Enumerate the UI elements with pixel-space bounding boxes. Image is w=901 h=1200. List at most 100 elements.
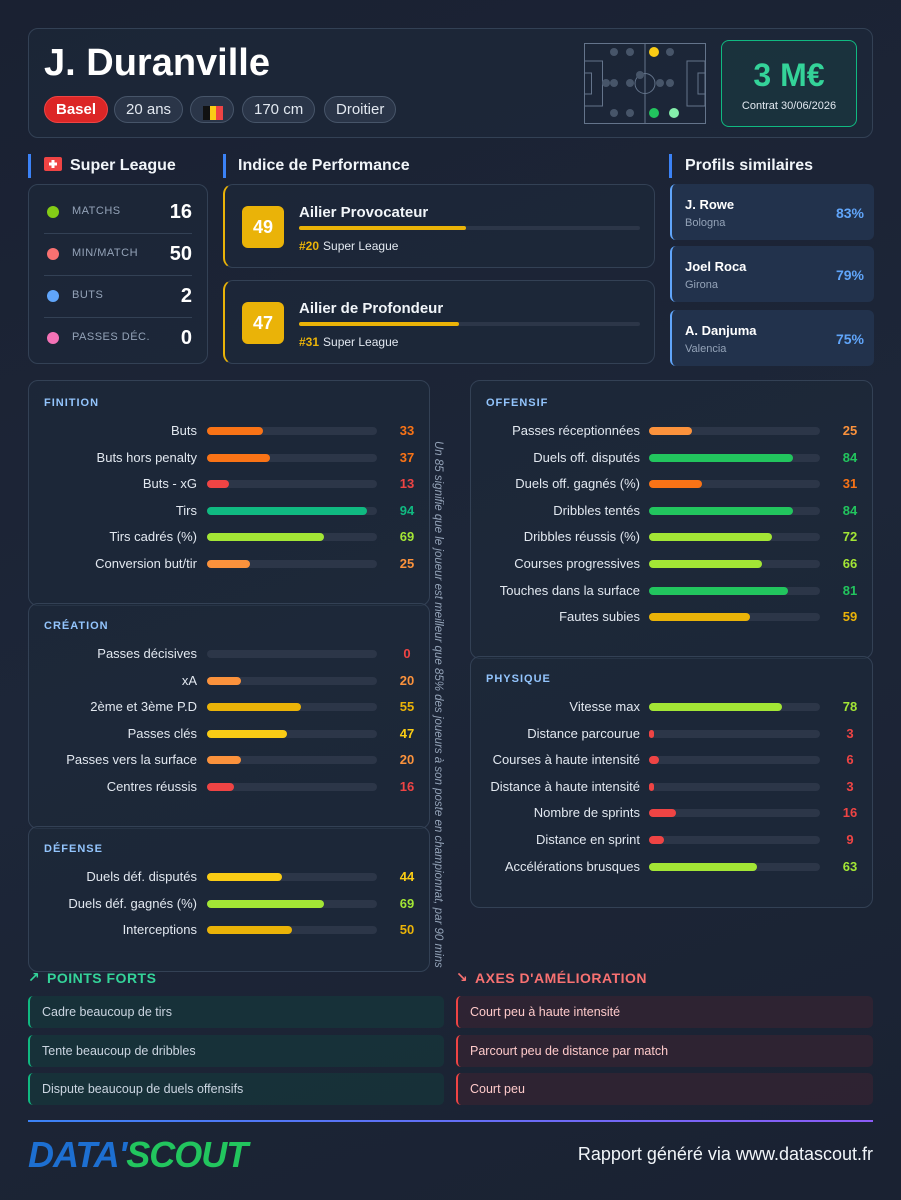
footer-divider — [28, 1120, 873, 1122]
item-text: Cadre beaucoup de tirs — [42, 1005, 172, 1019]
metric-value: 20 — [399, 672, 415, 688]
contract: Contrat 30/06/2026 — [741, 100, 837, 112]
metric-value: 33 — [399, 423, 415, 438]
role-league: Super League — [323, 239, 399, 253]
section-title: FINITION — [44, 397, 100, 409]
metric-label: Courses à haute intensité — [492, 752, 640, 768]
metric-bar — [207, 453, 270, 462]
metric-bar — [207, 783, 235, 791]
metric-label: Distance parcourue — [527, 725, 640, 741]
similar-name: J. Rowe — [685, 197, 735, 212]
metric-label: Passes décisives — [97, 646, 197, 661]
metric-track — [207, 676, 377, 685]
role-rank: #20 — [299, 239, 320, 253]
metric-label: Duels déf. gagnés (%) — [68, 895, 197, 911]
similar-card: Joel Roca Girona 79% — [670, 246, 874, 302]
metric-label: Touches dans la surface — [499, 582, 640, 598]
metric-track — [649, 480, 820, 489]
section-card — [470, 380, 873, 659]
metric-track — [207, 873, 377, 881]
metric-label: Passes clés — [127, 725, 197, 741]
metric-value: 59 — [842, 609, 858, 625]
metric-value: 37 — [399, 449, 415, 465]
metric-track — [207, 729, 377, 738]
metric-track — [649, 809, 820, 818]
metric-track — [649, 782, 820, 791]
section-card — [28, 380, 430, 606]
metric-track — [649, 453, 820, 462]
metric-label: Fautes subies — [559, 609, 640, 625]
metric-label: Distance en sprint — [535, 832, 640, 847]
similar-card: J. Rowe Bologna 83% — [670, 184, 874, 240]
metric-track — [207, 899, 377, 908]
stat-label: BUTS — [72, 289, 104, 301]
stat-icon — [47, 206, 59, 218]
player-name: J. Duranville — [44, 42, 270, 84]
metric-value: 47 — [399, 725, 415, 741]
metric-bar — [207, 676, 241, 685]
metric-track — [649, 533, 820, 542]
similar-club: Girona — [685, 279, 719, 291]
section-title: CRÉATION — [44, 620, 109, 632]
metric-bar — [207, 729, 287, 738]
market-value: 3 M€ — [753, 57, 825, 93]
metric-track — [649, 506, 820, 515]
metric-value: 20 — [399, 752, 415, 768]
metric-track — [207, 427, 377, 435]
role-name: Ailier de Profondeur — [299, 300, 444, 317]
role-card: 49 Ailier Provocateur #20 Super League — [223, 184, 655, 268]
item-text: Tente beaucoup de dribbles — [42, 1044, 196, 1058]
item-text: Parcourt peu de distance par match — [470, 1044, 669, 1058]
metric-value: 3 — [846, 725, 854, 741]
item-text: Court peu à haute intensité — [470, 1005, 621, 1019]
metric-track — [207, 533, 377, 542]
metric-label: Conversion but/tir — [95, 556, 197, 571]
stat-divider — [44, 275, 192, 276]
metric-label: 2ème et 3ème P.D — [90, 699, 197, 715]
metric-value: 16 — [399, 779, 415, 794]
metric-bar — [207, 703, 301, 712]
swiss-flag — [44, 157, 62, 171]
item-text: Court peu — [470, 1082, 525, 1096]
metric-value: 16 — [842, 805, 858, 821]
metric-bar — [207, 480, 230, 489]
list-item: Parcourt peu de distance par match — [456, 1035, 873, 1067]
list-item: Cadre beaucoup de tirs — [28, 996, 444, 1028]
metric-bar — [649, 427, 692, 435]
stat-divider — [44, 317, 192, 318]
metric-label: Courses progressives — [514, 556, 640, 571]
metric-bar — [649, 703, 783, 711]
stat-icon — [47, 248, 59, 260]
flag-badge — [190, 96, 234, 123]
accent — [223, 154, 226, 178]
metric-bar — [649, 560, 762, 568]
stat-value: 2 — [180, 285, 192, 307]
metric-track — [649, 586, 820, 595]
pitch-diagram — [584, 43, 706, 124]
metric-bar — [207, 756, 241, 765]
similar-name: Joel Roca — [685, 259, 747, 274]
similar-value: 75% — [835, 331, 864, 347]
role-card: 47 Ailier de Profondeur #31 Super League — [223, 280, 655, 364]
belgium-flag — [203, 106, 223, 120]
performance-title: Indice de Performance — [238, 157, 410, 174]
metric-bar — [649, 756, 660, 765]
role-rank: #31 — [299, 335, 320, 349]
logo-left: DATA' — [28, 1134, 127, 1175]
role-bar — [299, 226, 467, 230]
metric-bar — [649, 586, 788, 595]
stat-icon — [47, 290, 59, 302]
section-card — [28, 826, 430, 972]
metric-label: Centres réussis — [106, 779, 197, 794]
metric-value: 63 — [842, 858, 858, 874]
metric-bar — [207, 873, 282, 881]
role-score: 47 — [242, 302, 284, 344]
metric-bar — [649, 480, 702, 489]
value-box: 3 M€ Contrat 30/06/2026 — [721, 40, 857, 127]
role-league: Super League — [323, 335, 399, 349]
role-track — [299, 322, 640, 326]
metric-label: Dribbles réussis (%) — [523, 529, 640, 545]
metric-value: 66 — [842, 556, 858, 571]
section-icon: ↘ — [456, 969, 468, 985]
section-title: OFFENSIF — [486, 397, 549, 409]
